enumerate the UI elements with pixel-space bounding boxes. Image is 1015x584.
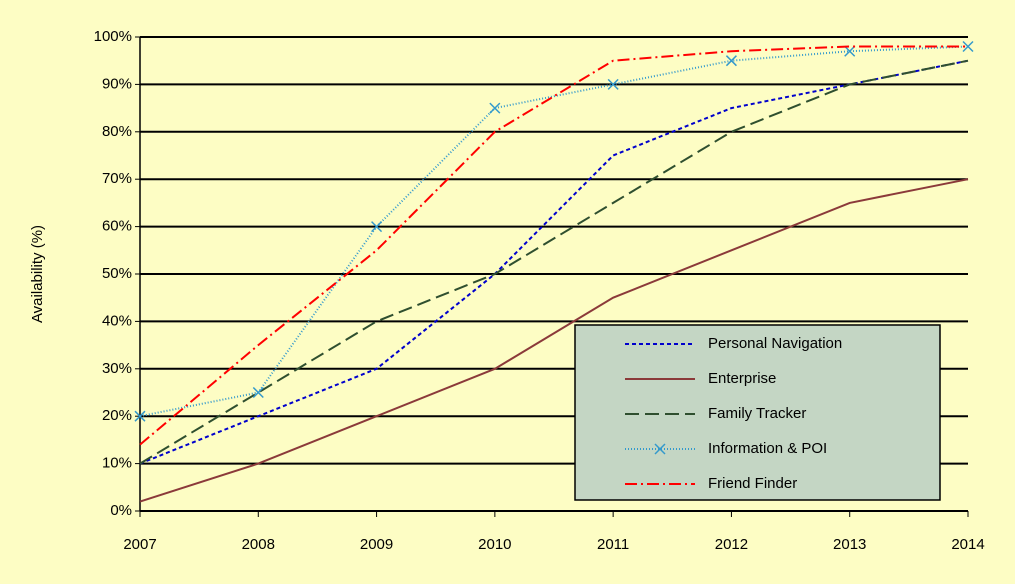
y-tick-label: 0%: [110, 502, 132, 519]
marker: [607, 78, 619, 90]
x-tick-label: 2009: [360, 536, 393, 553]
series-line: [139, 59, 969, 465]
y-tick-label: 30%: [102, 360, 132, 377]
x-tick-label: 2013: [833, 536, 866, 553]
y-tick-label: 50%: [102, 265, 132, 282]
marker: [844, 45, 856, 57]
marker: [962, 40, 974, 53]
legend-label: Personal Navigation: [708, 335, 842, 352]
marker: [489, 102, 501, 114]
y-tick-label: 80%: [102, 123, 132, 140]
legend-label: Enterprise: [708, 370, 776, 387]
legend-label: Information & POI: [708, 440, 827, 457]
legend-label: Friend Finder: [708, 475, 797, 492]
y-tick-label: 40%: [102, 312, 132, 329]
series-line: [139, 59, 969, 465]
x-tick-label: 2007: [123, 536, 156, 553]
marker: [371, 221, 383, 233]
y-tick-label: 20%: [102, 407, 132, 424]
legend-marker: [654, 443, 666, 455]
marker: [252, 386, 264, 399]
marker: [725, 55, 737, 67]
y-tick-label: 10%: [102, 455, 132, 472]
x-tick-label: 2012: [715, 536, 748, 553]
y-axis-label: Availability (%): [29, 225, 46, 323]
legend-box: [574, 324, 941, 501]
y-tick-label: 100%: [94, 28, 132, 45]
x-tick-label: 2008: [242, 536, 275, 553]
series-line: [139, 45, 968, 446]
x-tick-label: 2010: [478, 536, 511, 553]
marker: [134, 410, 146, 422]
series-line: [139, 45, 969, 418]
y-tick-label: 90%: [102, 75, 132, 92]
series-line: [139, 178, 969, 503]
y-tick-label: 60%: [102, 218, 132, 235]
x-tick-label: 2011: [597, 536, 629, 553]
x-tick-label: 2014: [951, 536, 984, 553]
legend-label: Family Tracker: [708, 405, 806, 422]
y-tick-label: 70%: [102, 170, 132, 187]
